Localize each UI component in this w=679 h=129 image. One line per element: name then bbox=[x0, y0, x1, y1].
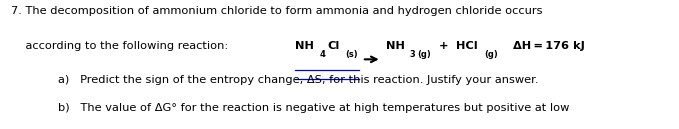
Text: (g): (g) bbox=[418, 50, 431, 59]
Text: (s): (s) bbox=[345, 50, 358, 59]
Text: Cl: Cl bbox=[327, 41, 340, 51]
Text: NH: NH bbox=[295, 41, 314, 51]
Text: NH: NH bbox=[386, 41, 405, 51]
Text: according to the following reaction:: according to the following reaction: bbox=[11, 41, 228, 51]
Text: HCl: HCl bbox=[456, 41, 477, 51]
Text: 7. The decomposition of ammonium chloride to form ammonia and hydrogen chloride : 7. The decomposition of ammonium chlorid… bbox=[11, 6, 543, 17]
Text: +: + bbox=[439, 41, 448, 51]
Text: 3: 3 bbox=[410, 50, 416, 59]
Text: a)   Predict the sign of the entropy change, ΔS, for this reaction. Justify your: a) Predict the sign of the entropy chang… bbox=[58, 75, 538, 85]
Text: (g): (g) bbox=[484, 50, 498, 59]
Text: ΔH = 176 kJ: ΔH = 176 kJ bbox=[505, 41, 585, 51]
Text: b)   The value of ΔG° for the reaction is negative at high temperatures but posi: b) The value of ΔG° for the reaction is … bbox=[58, 103, 569, 113]
Text: 4: 4 bbox=[319, 50, 325, 59]
